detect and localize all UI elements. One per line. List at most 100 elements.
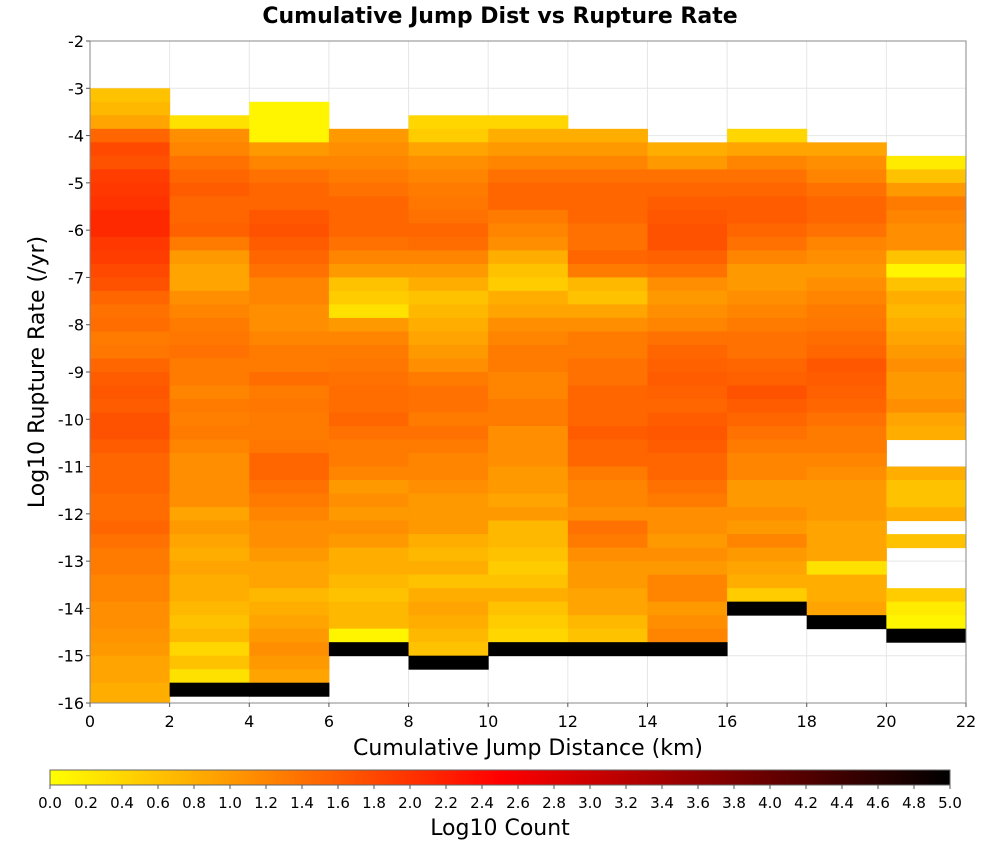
heatmap-cell	[249, 399, 330, 414]
x-axis-ticks: 0 2 4 6 8 10 12 14 16 18 20 22	[85, 703, 976, 731]
heatmap-cell	[169, 169, 250, 184]
heatmap-cell	[727, 426, 808, 441]
heatmap-cell	[886, 358, 967, 373]
heatmap-cell	[727, 439, 808, 454]
heatmap-cell	[408, 574, 489, 589]
heatmap-cell	[488, 250, 569, 265]
heatmap-cell	[488, 209, 569, 224]
heatmap-cell	[408, 439, 489, 454]
heatmap-cell	[647, 561, 728, 576]
heatmap-cell	[169, 331, 250, 346]
heatmap-cell	[567, 142, 648, 157]
heatmap-cell	[90, 682, 171, 697]
heatmap-cell	[647, 358, 728, 373]
heatmap-cell	[488, 412, 569, 427]
colorbar-tick-label: 0.8	[182, 794, 206, 812]
heatmap-cell	[806, 588, 887, 603]
heatmap-cell	[249, 128, 330, 143]
heatmap-cell	[886, 385, 967, 400]
heatmap-cell	[647, 344, 728, 359]
heatmap-cell	[647, 520, 728, 535]
heatmap-cell	[567, 290, 648, 305]
heatmap-cell	[806, 317, 887, 332]
y-tick-label: -15	[58, 647, 84, 666]
heatmap-cell	[886, 250, 967, 265]
heatmap-cell	[249, 655, 330, 670]
heatmap-cell	[90, 263, 171, 278]
heatmap-cell	[727, 236, 808, 251]
x-tick-label: 20	[876, 712, 896, 731]
heatmap-cell	[169, 412, 250, 427]
heatmap-cell	[567, 628, 648, 643]
colorbar-label: Log10 Count	[430, 816, 570, 841]
heatmap-cell	[328, 615, 410, 630]
heatmap-cell	[90, 520, 171, 535]
heatmap-cell	[727, 561, 808, 576]
heatmap-cell	[488, 398, 569, 413]
heatmap-cell	[249, 331, 330, 346]
heatmap-cell	[90, 655, 171, 670]
heatmap-cell	[806, 290, 887, 305]
heatmap-cell	[886, 263, 967, 278]
heatmap-cell	[328, 588, 410, 603]
heatmap-cell	[249, 561, 330, 576]
colorbar-tick-label: 3.2	[614, 794, 638, 812]
heatmap-cell	[90, 534, 171, 549]
colorbar-tick-label: 2.2	[434, 794, 458, 812]
heatmap-cell	[488, 115, 569, 130]
heatmap-cell	[886, 155, 967, 170]
heatmap-cell	[567, 453, 648, 468]
colorbar-tick-label: 1.8	[362, 794, 386, 812]
heatmap-cell	[328, 399, 410, 414]
colorbar-tick-label: 4.0	[758, 794, 782, 812]
heatmap-cell	[488, 615, 569, 630]
heatmap-cell	[169, 480, 250, 495]
heatmap-cell	[249, 169, 330, 184]
heatmap-cell	[488, 128, 569, 143]
heatmap-cell	[249, 344, 330, 359]
heatmap-cell	[169, 209, 250, 224]
heatmap-cell	[169, 236, 250, 251]
heatmap-cell	[408, 250, 489, 265]
heatmap-cell	[488, 358, 569, 373]
heatmap-cell	[567, 344, 648, 359]
heatmap-cell	[727, 128, 808, 143]
heatmap-cell	[408, 588, 489, 603]
colorbar-tick-label: 0.4	[110, 794, 134, 812]
heatmap-cell	[567, 358, 648, 373]
heatmap-cell	[886, 304, 967, 319]
y-tick-label: -9	[68, 363, 84, 382]
y-tick-label: -11	[58, 458, 84, 477]
heatmap-cell	[806, 534, 887, 549]
heatmap-cell	[249, 142, 330, 157]
heatmap-cell	[90, 196, 171, 211]
heatmap-cell	[488, 277, 569, 292]
heatmap-cell	[886, 372, 967, 387]
heatmap-cell	[806, 331, 887, 346]
heatmap-cell	[90, 561, 171, 576]
heatmap-cell	[567, 534, 648, 549]
heatmap-cell	[567, 155, 648, 170]
heatmap-cell	[488, 534, 569, 549]
heatmap-cell	[249, 439, 330, 454]
heatmap-cell	[806, 250, 887, 265]
heatmap-cell	[727, 263, 808, 278]
heatmap-cell	[488, 223, 569, 238]
heatmap-cell	[488, 588, 569, 603]
heatmap-cell	[169, 547, 250, 562]
heatmap-cell	[567, 493, 648, 508]
heatmap-cell	[169, 507, 250, 522]
heatmap-cell	[488, 507, 569, 522]
heatmap-cell	[647, 453, 728, 468]
heatmap-cell	[567, 574, 648, 589]
heatmap-cell	[488, 344, 569, 359]
heatmap-cell	[488, 331, 569, 346]
heatmap-cell	[806, 344, 887, 359]
heatmap-cell	[488, 371, 569, 386]
heatmap-cell	[169, 520, 250, 535]
heatmap-cell	[408, 385, 489, 400]
heatmap-cell	[727, 520, 808, 535]
heatmap-cell	[169, 534, 250, 549]
heatmap-cell	[806, 493, 887, 508]
